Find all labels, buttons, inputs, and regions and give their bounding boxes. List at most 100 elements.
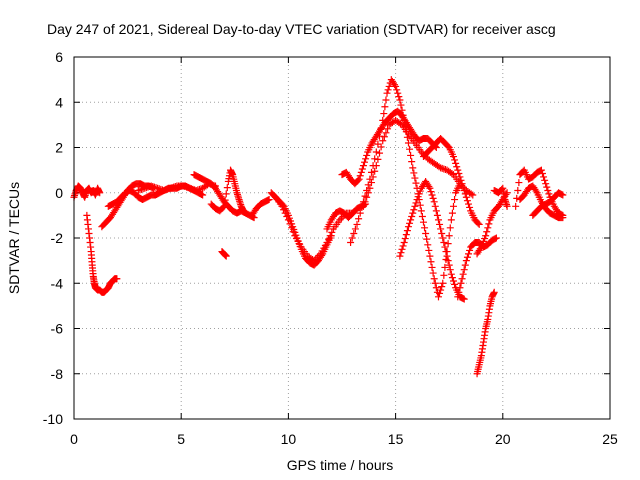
data-point xyxy=(446,266,454,274)
data-point xyxy=(456,284,464,292)
data-point xyxy=(358,165,366,173)
data-point xyxy=(361,198,369,206)
data-point xyxy=(455,170,463,178)
data-point xyxy=(458,275,466,283)
data-point xyxy=(371,167,379,175)
data-point xyxy=(437,286,445,294)
data-point xyxy=(356,172,364,180)
data-point xyxy=(542,180,550,188)
data-point xyxy=(382,129,390,137)
series-arc-p xyxy=(396,177,468,303)
y-axis-title: SDTVAR / TECUs xyxy=(6,182,22,294)
data-point xyxy=(514,186,522,194)
x-tick-label: 0 xyxy=(70,431,78,447)
series-arc-w xyxy=(516,182,567,222)
series-arc-i xyxy=(248,196,273,219)
data-point xyxy=(384,86,392,94)
data-point xyxy=(454,166,462,174)
data-point xyxy=(434,293,442,301)
data-point xyxy=(374,155,382,163)
data-point xyxy=(364,189,372,197)
data-point xyxy=(379,137,387,145)
data-point xyxy=(540,173,548,181)
data-point xyxy=(460,295,468,303)
data-point xyxy=(219,203,227,211)
data-point xyxy=(436,220,444,228)
data-point xyxy=(498,185,506,193)
x-tick-label: 5 xyxy=(177,431,185,447)
series-arc-o xyxy=(359,116,477,210)
data-point xyxy=(396,252,404,260)
data-point xyxy=(503,189,511,197)
data-point xyxy=(409,209,417,217)
data-point xyxy=(455,288,463,296)
data-point xyxy=(377,124,385,132)
grid xyxy=(74,57,610,419)
plot-frame xyxy=(73,56,611,420)
data-point xyxy=(395,93,403,101)
data-point xyxy=(457,176,465,184)
data-point xyxy=(462,193,470,201)
series-arc-x xyxy=(529,189,567,219)
series-arc-a xyxy=(70,182,104,201)
data-point xyxy=(396,96,404,104)
series-arc-v xyxy=(512,166,567,219)
data-point xyxy=(353,220,361,228)
data-point xyxy=(440,239,448,247)
data-point xyxy=(402,231,410,239)
data-point xyxy=(354,176,362,184)
data-point xyxy=(538,170,546,178)
data-point xyxy=(410,169,418,177)
data-point xyxy=(537,166,545,174)
data-point xyxy=(400,116,408,124)
x-tick-label: 25 xyxy=(602,431,618,447)
data-point xyxy=(436,289,444,297)
data-point xyxy=(355,175,363,183)
data-point xyxy=(482,232,490,240)
chart-title: Day 247 of 2021, Sidereal Day-to-day VTE… xyxy=(47,21,556,37)
data-point xyxy=(449,153,457,161)
data-point xyxy=(466,246,474,254)
data-point xyxy=(348,234,356,242)
data-point xyxy=(382,96,390,104)
data-point xyxy=(223,184,231,192)
data-point xyxy=(222,190,230,198)
data-point xyxy=(461,261,469,269)
x-axis-title: GPS time / hours xyxy=(287,457,394,473)
data-point xyxy=(451,156,459,164)
data-point xyxy=(407,216,415,224)
data-point xyxy=(406,219,414,227)
data-point xyxy=(457,279,465,287)
data-point xyxy=(408,158,416,166)
data-point xyxy=(438,229,446,237)
data-point xyxy=(476,245,484,253)
data-point xyxy=(398,245,406,253)
data-point xyxy=(559,214,567,222)
data-point xyxy=(427,188,435,196)
data-point xyxy=(445,232,453,240)
data-point xyxy=(399,242,407,250)
data-point xyxy=(435,163,443,171)
series-arc-r xyxy=(454,234,500,301)
series-arc-h xyxy=(218,248,230,260)
data-point xyxy=(474,219,482,227)
data-point xyxy=(379,116,387,124)
data-point xyxy=(475,220,483,228)
data-point xyxy=(280,206,288,214)
series-arc-q xyxy=(419,134,483,228)
data-point xyxy=(452,159,460,167)
data-point xyxy=(429,194,437,202)
series-arc-u xyxy=(490,184,511,210)
y-tick-label: -8 xyxy=(51,366,64,382)
y-tick-label: 4 xyxy=(55,94,63,110)
data-point xyxy=(425,183,433,191)
data-point xyxy=(288,224,296,232)
data-point xyxy=(449,277,457,285)
data-point xyxy=(401,235,409,243)
data-point xyxy=(362,155,370,163)
data-point xyxy=(381,103,389,111)
data-point xyxy=(357,168,365,176)
data-point xyxy=(466,203,474,211)
data-point xyxy=(432,284,440,292)
data-point xyxy=(315,252,323,260)
